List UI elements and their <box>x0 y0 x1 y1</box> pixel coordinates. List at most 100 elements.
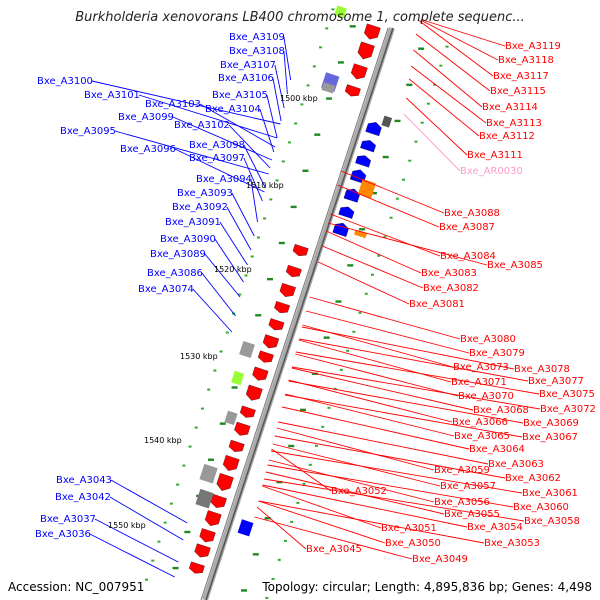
gene-label-left[interactable]: Bxe_A3036 <box>35 529 91 540</box>
gene-label-left[interactable]: Bxe_A3037 <box>40 514 96 525</box>
ruler-dot <box>321 425 325 428</box>
gene-label-left[interactable]: Bxe_A3100 <box>37 76 93 87</box>
gene-label-right[interactable]: Bxe_A3117 <box>493 71 549 82</box>
gene-label-right[interactable]: Bxe_A3067 <box>522 432 578 443</box>
ruler-dot <box>169 502 173 505</box>
gene-label-right[interactable]: Bxe_A3115 <box>490 86 546 97</box>
gene-label-right[interactable]: Bxe_A3050 <box>385 538 441 549</box>
gene-label-right[interactable]: Bxe_A3088 <box>444 208 500 219</box>
ruler-dot <box>176 483 180 486</box>
forward-gene-arrow <box>279 283 296 297</box>
gene-label-right[interactable]: Bxe_A3082 <box>423 283 479 294</box>
gene-label-right[interactable]: Bxe_A3075 <box>539 389 595 400</box>
gene-label-right[interactable]: Bxe_A3085 <box>487 260 543 271</box>
gene-label-left[interactable]: Bxe_A3098 <box>189 140 245 151</box>
gene-label-left[interactable]: Bxe_A3101 <box>84 90 140 101</box>
gene-label-right[interactable]: Bxe_A3060 <box>513 502 569 513</box>
gene-label-right[interactable]: Bxe_A3118 <box>498 55 554 66</box>
gene-label-left[interactable]: Bxe_A3094 <box>196 174 252 185</box>
leader-line <box>288 379 453 423</box>
gene-label-right[interactable]: Bxe_A3065 <box>454 431 510 442</box>
gene-label-right[interactable]: Bxe_A3069 <box>523 418 579 429</box>
gene-label-left[interactable]: Bxe_A3092 <box>172 202 228 213</box>
gene-label-left[interactable]: Bxe_A3095 <box>60 126 116 137</box>
leader-line <box>270 450 523 494</box>
ruler-tick <box>349 25 356 28</box>
gene-label-right[interactable]: Bxe_A3077 <box>528 376 584 387</box>
gene-label-left[interactable]: Bxe_A3099 <box>118 112 174 123</box>
gene-label-right[interactable]: Bxe_A3078 <box>514 364 570 375</box>
gene-label-left[interactable]: Bxe_A3093 <box>177 188 233 199</box>
gene-label-right[interactable]: Bxe_A3056 <box>434 497 490 508</box>
gene-label-right[interactable]: Bxe_A3054 <box>467 522 523 533</box>
gene-label-right[interactable]: Bxe_A3087 <box>439 222 495 233</box>
gene-label-right[interactable]: Bxe_A3112 <box>479 131 535 142</box>
gene-label-left[interactable]: Bxe_A3107 <box>220 60 276 71</box>
gene-label-right[interactable]: Bxe_A3072 <box>540 404 596 415</box>
leader-line <box>337 184 440 228</box>
ruler-dot <box>439 64 443 67</box>
left-gene-labels[interactable]: Bxe_A3109 Bxe_A3108 Bxe_A3107 Bxe_A3106 Bxe_… <box>35 32 285 540</box>
gene-label-right[interactable]: Bxe_A3084 <box>440 251 496 262</box>
gene-label-left[interactable]: Bxe_A3105 <box>212 90 268 101</box>
gene-label-right[interactable]: Bxe_A3057 <box>440 481 496 492</box>
gene-label-right[interactable]: Bxe_A3059 <box>434 465 490 476</box>
gene-label-right[interactable]: Bxe_A3063 <box>488 459 544 470</box>
gene-label-right[interactable]: Bxe_A3071 <box>451 377 507 388</box>
leader-line <box>214 238 244 283</box>
leader-line <box>243 144 266 189</box>
gene-label-left[interactable]: Bxe_A3109 <box>229 32 285 43</box>
ruler-dot <box>333 387 337 390</box>
gene-label-left[interactable]: Bxe_A3102 <box>174 120 230 131</box>
gene-label-left[interactable]: Bxe_A3103 <box>145 99 201 110</box>
gene-label-right[interactable]: Bxe_A3055 <box>444 509 500 520</box>
gene-label-right[interactable]: Bxe_A3053 <box>484 538 540 549</box>
gene-label-right[interactable]: Bxe_A3051 <box>381 523 437 534</box>
gene-label-right[interactable]: Bxe_A3064 <box>469 444 525 455</box>
leader-line <box>91 80 281 125</box>
ruler-dot <box>194 426 198 429</box>
gene-label-left[interactable]: Bxe_A3096 <box>120 144 176 155</box>
gene-label-right[interactable]: Bxe_A3062 <box>505 473 561 484</box>
gene-label-right[interactable]: Bxe_A3079 <box>469 348 525 359</box>
ruler-dot <box>263 217 267 220</box>
gene-label-left[interactable]: Bxe_A3097 <box>189 153 245 164</box>
gene-label-left[interactable]: Bxe_A3108 <box>229 46 285 57</box>
forward-gene-arrow <box>285 264 302 277</box>
gene-label-left[interactable]: Bxe_A3090 <box>160 234 216 245</box>
gene-label-right[interactable]: Bxe_A3073 <box>453 362 509 373</box>
gene-label-left[interactable]: Bxe_A3074 <box>138 284 194 295</box>
right-gene-labels[interactable]: Bxe_A3119 Bxe_A3118 Bxe_A3117 Bxe_A3115 Bxe_… <box>306 41 596 565</box>
gene-label-left[interactable]: Bxe_A3104 <box>205 104 261 115</box>
gene-label-right[interactable]: Bxe_A3080 <box>460 334 516 345</box>
gene-label-right[interactable]: Bxe_A3045 <box>306 544 362 555</box>
ruler-dot <box>420 121 424 124</box>
gene-label-right[interactable]: Bxe_A3058 <box>524 516 580 527</box>
gene-label-right[interactable]: Bxe_A3066 <box>452 417 508 428</box>
gene-label-right[interactable]: Bxe_AR0030 <box>460 166 523 177</box>
kbp-tick-label: 1540 kbp <box>144 436 182 445</box>
gene-label-right[interactable]: Bxe_A3111 <box>467 150 523 161</box>
gene-label-left[interactable]: Bxe_A3042 <box>55 492 111 503</box>
gene-label-left[interactable]: Bxe_A3086 <box>147 268 203 279</box>
gene-label-left[interactable]: Bxe_A3089 <box>150 249 206 260</box>
gene-label-right[interactable]: Bxe_A3068 <box>473 405 529 416</box>
gene-label-right[interactable]: Bxe_A3114 <box>482 102 538 113</box>
gene-label-right[interactable]: Bxe_A3052 <box>331 486 387 497</box>
gene-label-right[interactable]: Bxe_A3119 <box>505 41 561 52</box>
gene-label-left[interactable]: Bxe_A3043 <box>56 475 112 486</box>
forward-gene-arrow <box>239 405 256 418</box>
gene-label-right[interactable]: Bxe_A3081 <box>409 299 465 310</box>
kbp-tick-label: 1500 kbp <box>280 94 318 103</box>
gene-label-left[interactable]: Bxe_A3091 <box>165 217 221 228</box>
ruler-tick <box>326 97 333 100</box>
gene-label-right[interactable]: Bxe_A3061 <box>522 488 578 499</box>
gene-label-right[interactable]: Bxe_A3083 <box>421 268 477 279</box>
gene-label-left[interactable]: Bxe_A3106 <box>218 73 274 84</box>
gene-label-right[interactable]: Bxe_A3070 <box>458 391 514 402</box>
reverse-gene-arrow <box>360 140 376 153</box>
gene-label-right[interactable]: Bxe_A3113 <box>486 118 542 129</box>
gene-label-right[interactable]: Bxe_A3049 <box>412 554 468 565</box>
